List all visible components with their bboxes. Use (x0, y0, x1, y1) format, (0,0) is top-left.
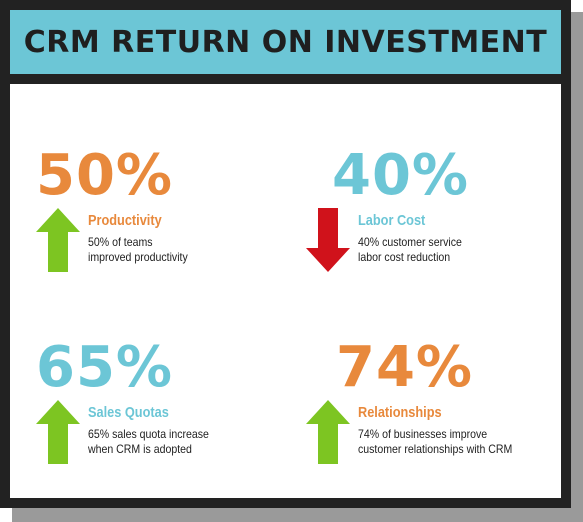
arrow-up-icon (306, 400, 350, 464)
stat-productivity: 50% Productivity 50% of teams improved p… (36, 148, 201, 272)
stat-description-line: 74% of businesses improve (358, 427, 488, 441)
stat-label: Labor Cost (358, 212, 426, 229)
stat-label: Sales Quotas (88, 404, 169, 421)
stats-panel: 50% Productivity 50% of teams improved p… (10, 84, 561, 498)
stat-description-line: when CRM is adopted (88, 442, 192, 456)
arrow-up-icon (36, 400, 80, 464)
stat-value: 50% (36, 143, 174, 208)
stat-sales-quotas: 65% Sales Quotas 65% sales quota increas… (36, 340, 225, 464)
stat-value: 65% (36, 335, 174, 400)
stat-label: Productivity (88, 212, 162, 229)
stat-description-line: 40% customer service (358, 235, 462, 249)
infographic-card: CRM RETURN ON INVESTMENT 50% Productivit… (0, 0, 571, 508)
stat-description-line: 65% sales quota increase (88, 427, 209, 441)
arrow-up-icon (36, 208, 80, 272)
stat-relationships: 74% Relationships 74% of businesses impr… (306, 340, 533, 464)
stat-description-line: 50% of teams (88, 235, 153, 249)
stat-description-line: labor cost reduction (358, 250, 451, 264)
stat-description-line: customer relationships with CRM (358, 442, 513, 456)
page-title: CRM RETURN ON INVESTMENT (23, 24, 548, 60)
stat-label: Relationships (358, 404, 442, 421)
stat-description-line: improved productivity (88, 250, 188, 264)
stat-labor-cost: 40% Labor Cost 40% customer service labo… (306, 148, 476, 272)
stat-value: 74% (336, 335, 474, 400)
header-banner: CRM RETURN ON INVESTMENT (10, 10, 561, 74)
stat-value: 40% (332, 143, 470, 208)
arrow-down-icon (306, 208, 350, 272)
